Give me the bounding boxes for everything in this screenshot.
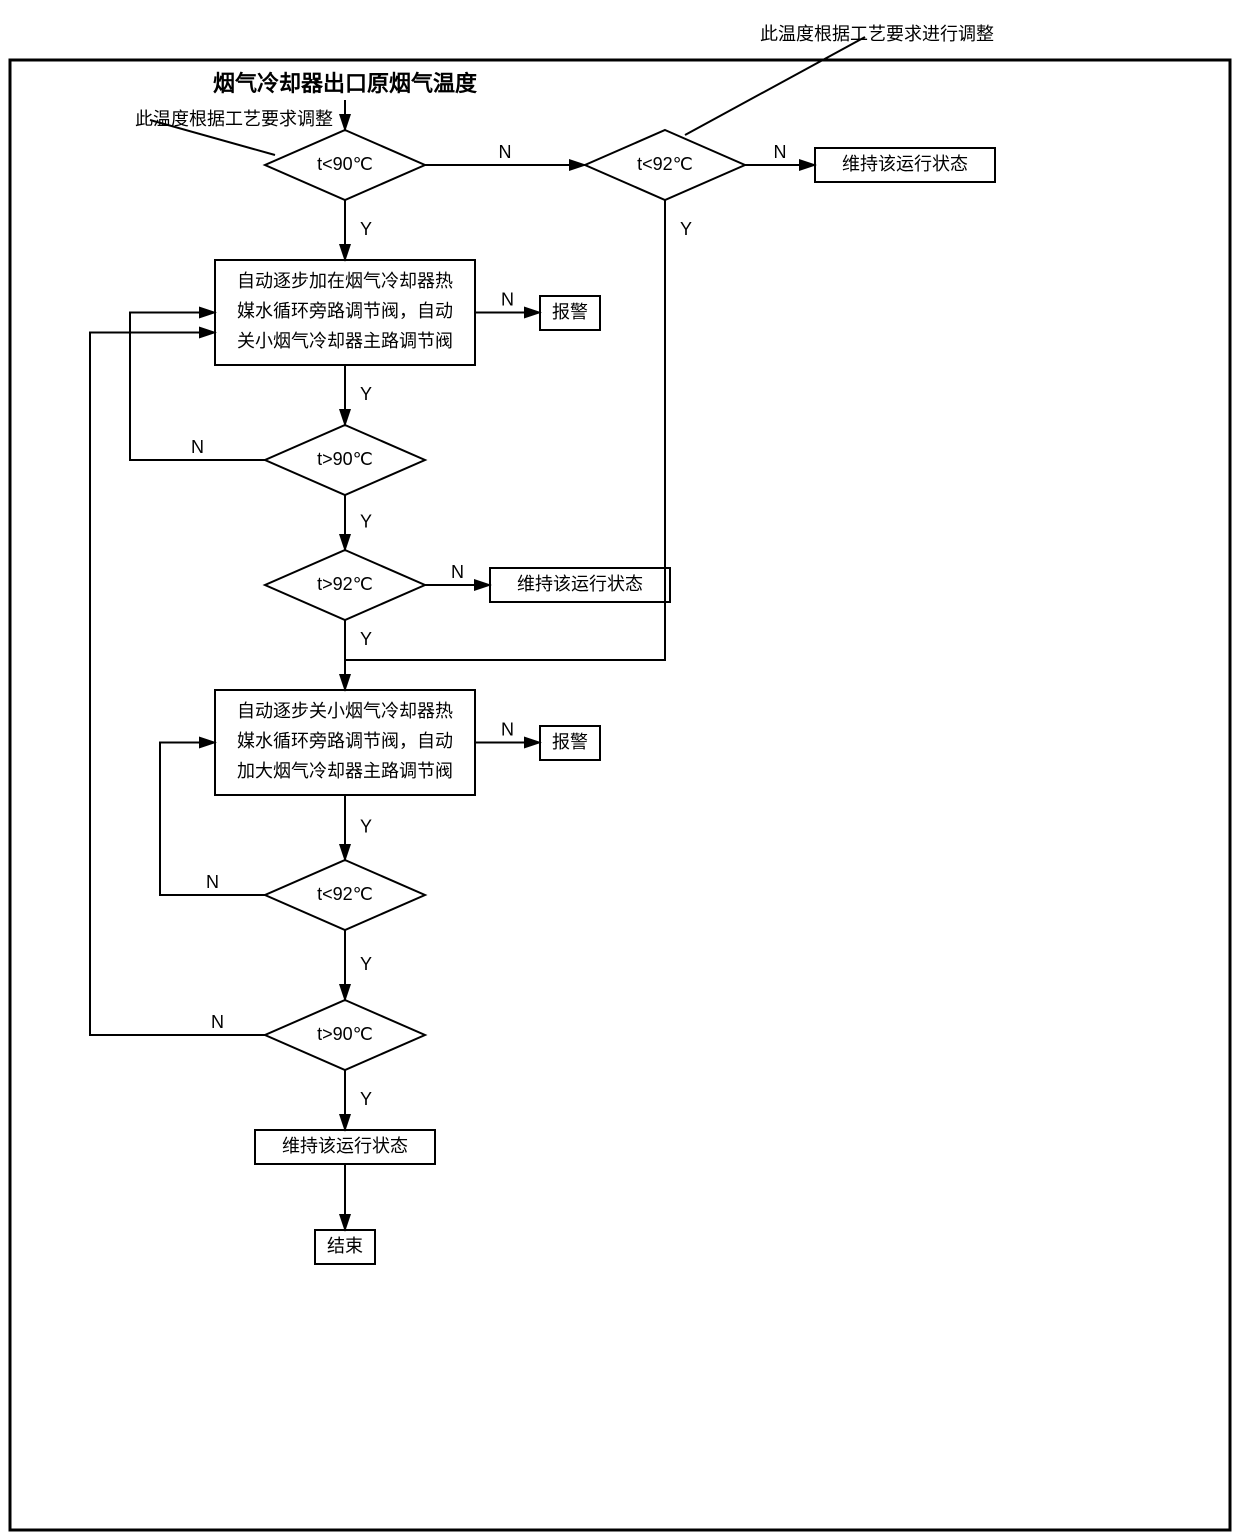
svg-text:烟气冷却器出口原烟气温度: 烟气冷却器出口原烟气温度 xyxy=(213,71,478,96)
svg-text:t<92℃: t<92℃ xyxy=(317,884,373,904)
svg-text:N: N xyxy=(191,437,204,457)
svg-text:维持该运行状态: 维持该运行状态 xyxy=(282,1136,408,1156)
svg-text:t<92℃: t<92℃ xyxy=(637,154,693,174)
svg-text:媒水循环旁路调节阀，自动: 媒水循环旁路调节阀，自动 xyxy=(237,301,453,321)
svg-text:此温度根据工艺要求调整: 此温度根据工艺要求调整 xyxy=(135,109,333,129)
svg-text:N: N xyxy=(501,719,514,739)
svg-text:N: N xyxy=(501,289,514,309)
svg-text:此温度根据工艺要求进行调整: 此温度根据工艺要求进行调整 xyxy=(760,24,994,44)
svg-text:t>92℃: t>92℃ xyxy=(317,574,373,594)
svg-text:关小烟气冷却器主路调节阀: 关小烟气冷却器主路调节阀 xyxy=(237,331,453,351)
svg-text:N: N xyxy=(774,142,787,162)
svg-text:Y: Y xyxy=(360,629,372,649)
svg-text:Y: Y xyxy=(360,511,372,531)
svg-text:N: N xyxy=(499,142,512,162)
svg-text:维持该运行状态: 维持该运行状态 xyxy=(517,574,643,594)
svg-text:Y: Y xyxy=(360,219,372,239)
svg-text:Y: Y xyxy=(360,1089,372,1109)
svg-text:Y: Y xyxy=(360,954,372,974)
svg-text:报警: 报警 xyxy=(552,732,588,752)
svg-text:Y: Y xyxy=(360,816,372,836)
svg-text:自动逐步加在烟气冷却器热: 自动逐步加在烟气冷却器热 xyxy=(237,271,453,291)
svg-text:自动逐步关小烟气冷却器热: 自动逐步关小烟气冷却器热 xyxy=(237,701,453,721)
svg-text:维持该运行状态: 维持该运行状态 xyxy=(842,154,968,174)
svg-text:t<90℃: t<90℃ xyxy=(317,154,373,174)
svg-text:媒水循环旁路调节阀，自动: 媒水循环旁路调节阀，自动 xyxy=(237,731,453,751)
svg-text:N: N xyxy=(451,562,464,582)
svg-text:报警: 报警 xyxy=(552,302,588,322)
svg-text:t>90℃: t>90℃ xyxy=(317,449,373,469)
svg-text:Y: Y xyxy=(680,219,692,239)
svg-text:加大烟气冷却器主路调节阀: 加大烟气冷却器主路调节阀 xyxy=(237,761,453,781)
svg-text:N: N xyxy=(206,872,219,892)
svg-text:t>90℃: t>90℃ xyxy=(317,1024,373,1044)
svg-text:结束: 结束 xyxy=(327,1236,363,1256)
svg-text:Y: Y xyxy=(360,384,372,404)
svg-text:N: N xyxy=(211,1012,224,1032)
